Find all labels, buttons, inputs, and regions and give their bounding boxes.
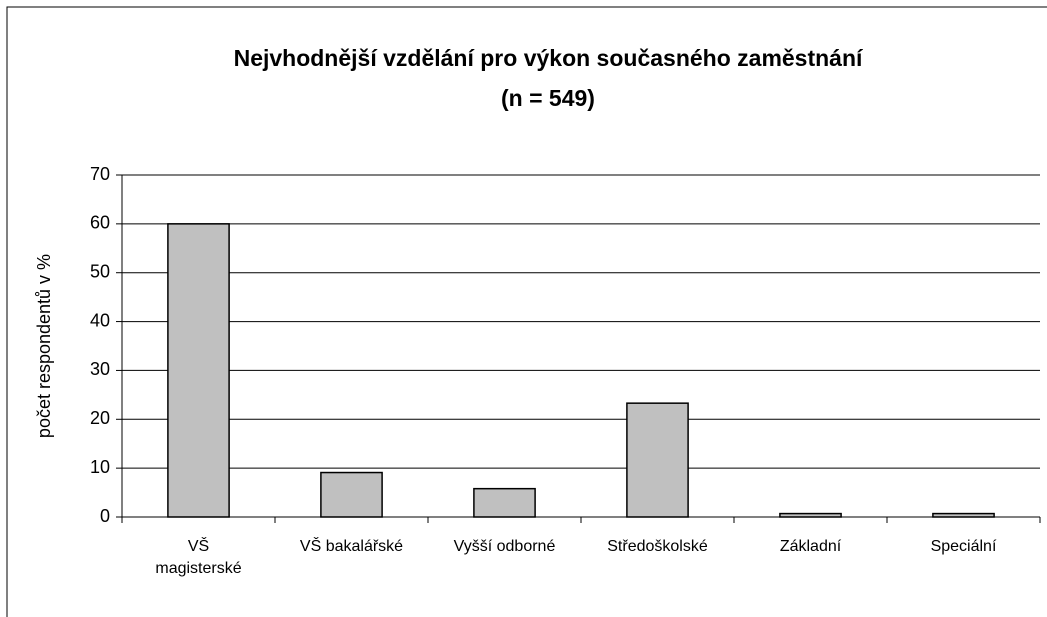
y-tick-label: 70 <box>90 164 110 184</box>
y-tick-label: 20 <box>90 408 110 428</box>
y-tick-label: 50 <box>90 261 110 281</box>
bar <box>779 512 842 518</box>
bar <box>473 487 536 518</box>
x-tick-label: VŠ magisterské <box>155 538 242 577</box>
chart-subtitle: (n = 549) <box>501 85 595 111</box>
x-tick-label: VŠ bakalářské <box>299 538 404 555</box>
y-tick-label: 60 <box>90 213 110 233</box>
y-tick-label: 30 <box>90 359 110 379</box>
bar <box>626 402 689 518</box>
chart-title: Nejvhodnější vzdělání pro výkon současné… <box>234 45 864 71</box>
bar <box>320 471 383 518</box>
y-tick-label: 40 <box>90 310 110 330</box>
chart-frame <box>6 6 1047 617</box>
bar <box>167 223 230 518</box>
x-tick-label: Vyšší odborné <box>453 538 556 555</box>
x-tick-label: Středoškolské <box>607 538 708 555</box>
y-axis-label: počet respondentů v % <box>34 254 54 438</box>
x-tick-label: Speciální <box>930 538 997 555</box>
bar <box>932 512 995 518</box>
x-tick-label: Základní <box>779 538 842 555</box>
y-tick-label: 0 <box>100 506 110 526</box>
y-tick-label: 10 <box>90 457 110 477</box>
